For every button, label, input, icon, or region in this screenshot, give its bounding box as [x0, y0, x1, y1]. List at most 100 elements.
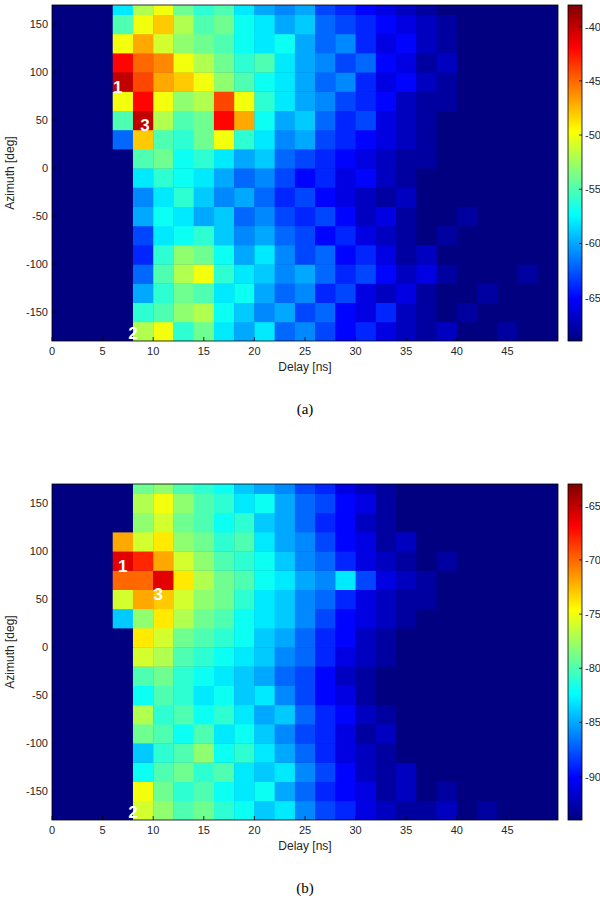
heat-cell — [335, 283, 356, 303]
heat-cell — [437, 484, 458, 494]
heat-cell — [538, 570, 558, 590]
heat-cell — [194, 226, 215, 246]
heat-cell — [497, 15, 518, 35]
heat-cell — [396, 187, 417, 207]
heat-cell — [356, 15, 377, 35]
heat-cell — [416, 570, 437, 590]
y-tick-label: 50 — [36, 593, 48, 605]
heat-cell — [497, 532, 518, 552]
heat-cell — [194, 303, 215, 323]
heat-cell — [538, 34, 558, 54]
heat-cell — [457, 111, 478, 131]
heat-cell — [315, 705, 336, 725]
heat-cell — [477, 801, 498, 820]
heat-cell — [335, 686, 356, 706]
heat-cell — [295, 628, 316, 648]
heat-cell — [518, 245, 539, 265]
heat-cell — [315, 494, 336, 514]
heat-cell — [396, 111, 417, 131]
heat-cell — [234, 149, 255, 169]
heat-cell — [214, 207, 235, 227]
heat-cell — [113, 303, 134, 323]
heat-cell — [477, 590, 498, 610]
heat-cell — [457, 801, 478, 820]
heat-cell — [437, 111, 458, 131]
heat-cell — [153, 245, 174, 265]
heat-cell — [72, 15, 93, 35]
heat-cell — [356, 762, 377, 782]
heat-cell — [518, 666, 539, 686]
colorbar-tick-label: -75 — [585, 608, 600, 620]
heat-cell — [416, 801, 437, 820]
heat-cell — [173, 590, 194, 610]
heat-cell — [194, 647, 215, 667]
heat-cell — [315, 149, 336, 169]
heat-cell — [437, 5, 458, 15]
heat-cell — [518, 187, 539, 207]
heat-cell — [497, 207, 518, 227]
x-tick — [456, 337, 457, 341]
heat-cell — [92, 226, 113, 246]
heat-cell — [497, 322, 518, 341]
heat-cell — [133, 590, 154, 610]
heat-cell — [153, 782, 174, 802]
heat-cell — [52, 782, 73, 802]
heat-cell — [254, 226, 275, 246]
heat-cell — [153, 494, 174, 514]
heat-cell — [92, 801, 113, 820]
heat-cell — [477, 91, 498, 111]
heat-cell — [234, 743, 255, 763]
heat-cell — [396, 705, 417, 725]
heat-cell — [133, 484, 154, 494]
heat-cell — [194, 72, 215, 92]
heat-cell — [153, 724, 174, 744]
heat-cell — [497, 782, 518, 802]
heat-cell — [335, 484, 356, 494]
heat-cell — [234, 15, 255, 35]
heat-cell — [92, 322, 113, 341]
heat-cell — [133, 494, 154, 514]
heat-cell — [518, 53, 539, 73]
heat-cell — [133, 53, 154, 73]
heat-cell — [376, 724, 397, 744]
heat-cell — [92, 494, 113, 514]
heat-cell — [356, 609, 377, 629]
x-tick-label: 30 — [349, 824, 361, 836]
y-tick — [52, 24, 56, 25]
heat-cell — [335, 609, 356, 629]
heat-cell — [518, 609, 539, 629]
heat-cell — [133, 551, 154, 571]
heat-cell — [335, 705, 356, 725]
heat-cell — [315, 111, 336, 131]
heat-cell — [457, 484, 478, 494]
heat-cell — [335, 322, 356, 341]
heat-cell — [497, 264, 518, 284]
heat-cell — [113, 245, 134, 265]
heat-cell — [356, 494, 377, 514]
heat-cell — [396, 532, 417, 552]
heat-cell — [396, 149, 417, 169]
heat-cell — [356, 34, 377, 54]
heat-cell — [295, 15, 316, 35]
heat-cell — [254, 666, 275, 686]
heat-cell — [457, 187, 478, 207]
heat-cell — [396, 570, 417, 590]
colorbar-tick-label: -65 — [585, 500, 600, 512]
heat-cell — [356, 724, 377, 744]
heat-cell — [92, 53, 113, 73]
heat-cell — [92, 34, 113, 54]
y-tick-label: 100 — [30, 545, 48, 557]
heat-cell — [497, 494, 518, 514]
x-tick — [355, 337, 356, 341]
heat-cell — [275, 130, 296, 150]
heat-cell — [538, 513, 558, 533]
heat-cell — [234, 130, 255, 150]
heat-cell — [356, 53, 377, 73]
heat-cell — [376, 686, 397, 706]
heat-cell — [497, 513, 518, 533]
heat-cell — [335, 532, 356, 552]
panel-title: (a) — [297, 401, 314, 418]
heat-cell — [254, 801, 275, 820]
heat-cell — [194, 570, 215, 590]
heat-cell — [92, 743, 113, 763]
